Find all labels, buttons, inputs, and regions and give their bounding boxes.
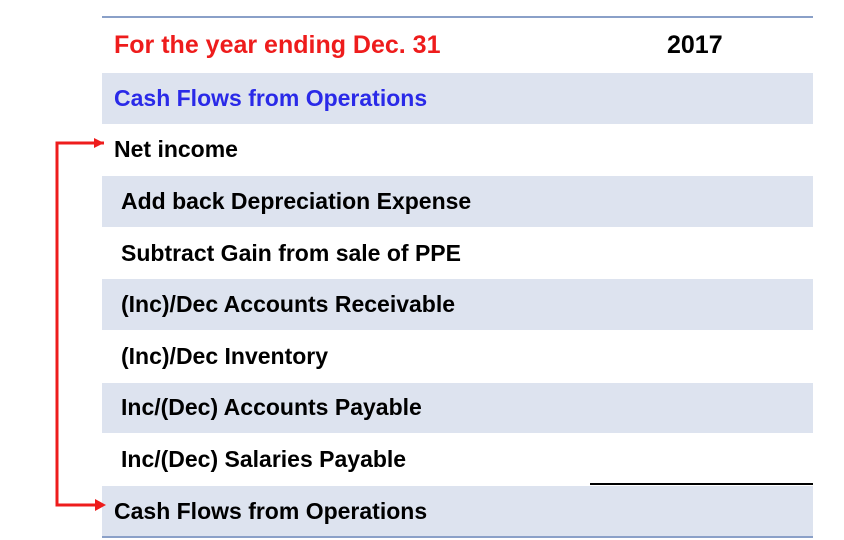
row-label-accounts-receivable: (Inc)/Dec Accounts Receivable (121, 291, 456, 318)
row-label-inventory: (Inc)/Dec Inventory (121, 342, 329, 369)
year-column-header: 2017 (667, 31, 723, 59)
table-row: Add back Depreciation Expense (102, 175, 813, 227)
cash-flow-table: For the year ending Dec. 31 2017 Cash Fl… (102, 16, 813, 539)
row-label-net-income: Net income (114, 136, 238, 163)
row-label-depreciation: Add back Depreciation Expense (121, 187, 472, 214)
bracket-line (55, 141, 104, 507)
table-row: Inc/(Dec) Salaries Payable (102, 433, 813, 485)
row-label-salaries-payable: Inc/(Dec) Salaries Payable (121, 445, 407, 472)
period-title: For the year ending Dec. 31 (114, 31, 441, 59)
table-row: Inc/(Dec) Accounts Payable (102, 381, 813, 434)
table-row: Net income (102, 123, 813, 176)
table-row: (Inc)/Dec Accounts Receivable (102, 278, 813, 330)
subtotal-rule (590, 482, 813, 485)
row-label-accounts-payable: Inc/(Dec) Accounts Payable (121, 394, 422, 421)
table-row: Subtract Gain from sale of PPE (102, 226, 813, 279)
header-row: For the year ending Dec. 31 2017 (102, 18, 813, 72)
row-label-gain-sale-ppe: Subtract Gain from sale of PPE (121, 239, 461, 266)
total-row: Cash Flows from Operations (102, 484, 813, 537)
table-row: (Inc)/Dec Inventory (102, 329, 813, 382)
section-title: Cash Flows from Operations (114, 84, 428, 111)
total-label: Cash Flows from Operations (114, 497, 428, 524)
section-header-row: Cash Flows from Operations (102, 72, 813, 124)
